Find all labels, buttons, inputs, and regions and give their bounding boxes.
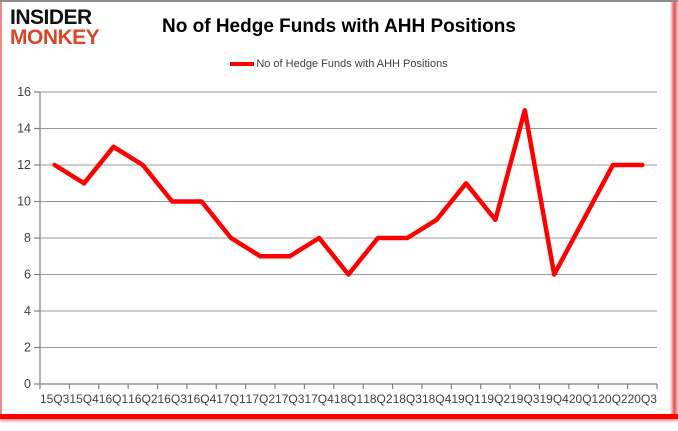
x-axis-label: 17Q3 bbox=[275, 392, 305, 406]
insider-monkey-logo: INSIDER MONKEY bbox=[10, 6, 100, 49]
x-axis-label: 18Q4 bbox=[422, 392, 452, 406]
legend-line-marker bbox=[230, 62, 255, 66]
y-axis-label: 16 bbox=[17, 85, 31, 99]
top-border-line bbox=[0, 0, 678, 2]
x-axis-label: 19Q2 bbox=[481, 392, 511, 406]
x-axis-label: 16Q2 bbox=[128, 392, 158, 406]
x-axis-label: 17Q4 bbox=[304, 392, 334, 406]
x-axis-label: 20Q1 bbox=[569, 392, 599, 406]
y-axis-label: 8 bbox=[24, 231, 31, 245]
left-border-line bbox=[0, 2, 2, 416]
y-axis-label: 2 bbox=[24, 341, 31, 355]
x-axis-label: 20Q3 bbox=[628, 392, 658, 406]
chart-title: No of Hedge Funds with AHH Positions bbox=[162, 16, 516, 37]
right-border-line bbox=[670, 2, 678, 419]
logo-word-insider: INSIDER bbox=[10, 6, 92, 29]
y-axis-label: 10 bbox=[17, 195, 31, 209]
y-axis-label: 6 bbox=[24, 268, 31, 282]
y-axis-label: 12 bbox=[17, 158, 31, 172]
x-axis-label: 20Q2 bbox=[598, 392, 628, 406]
x-axis-label: 17Q2 bbox=[246, 392, 276, 406]
x-axis-label: 19Q1 bbox=[451, 392, 481, 406]
series-line bbox=[52, 108, 645, 277]
x-axis-label: 19Q4 bbox=[539, 392, 569, 406]
x-axis-label: 16Q4 bbox=[187, 392, 217, 406]
y-axis-label: 4 bbox=[24, 304, 31, 318]
x-axis-label: 18Q3 bbox=[393, 392, 423, 406]
chart-legend: No of Hedge Funds with AHH Positions bbox=[0, 58, 678, 70]
x-axis-label: 18Q1 bbox=[334, 392, 364, 406]
x-axis-label: 17Q1 bbox=[216, 392, 246, 406]
x-axis-label: 16Q3 bbox=[158, 392, 188, 406]
logo-word-monkey: MONKEY bbox=[10, 25, 100, 49]
x-axis-label: 18Q2 bbox=[363, 392, 393, 406]
x-axis-label: 16Q1 bbox=[99, 392, 129, 406]
x-axis-label: 19Q3 bbox=[510, 392, 540, 406]
bottom-border-line bbox=[0, 414, 678, 419]
x-axis-label: 15Q4 bbox=[69, 392, 99, 406]
y-axis-label: 14 bbox=[17, 122, 31, 136]
x-axis-label: 15Q3 bbox=[40, 392, 70, 406]
legend-label: No of Hedge Funds with AHH Positions bbox=[256, 58, 448, 70]
y-axis-label: 0 bbox=[24, 377, 31, 391]
